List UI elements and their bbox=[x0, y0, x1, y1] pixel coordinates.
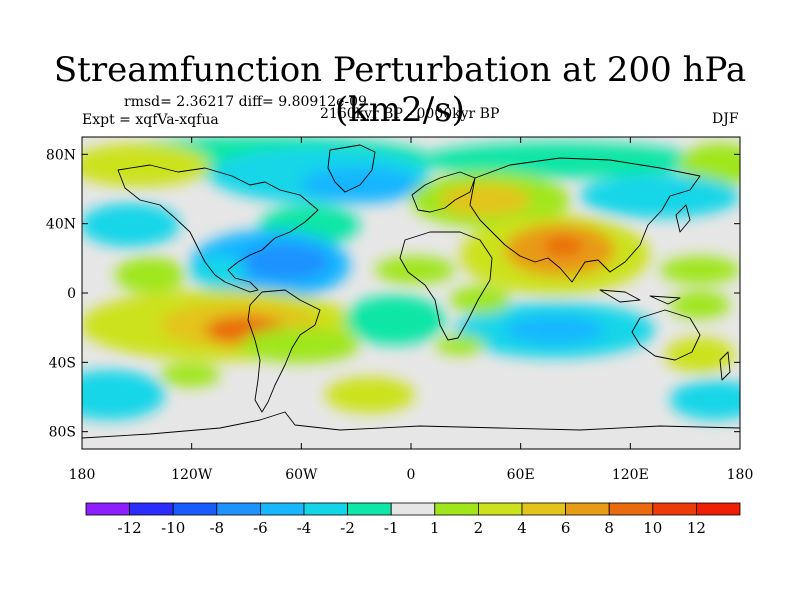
coast-north-america bbox=[117, 164, 319, 293]
colorbar-label: -2 bbox=[340, 519, 355, 537]
coast-australia bbox=[631, 309, 701, 361]
region-west-pacific-high bbox=[660, 256, 740, 284]
region-south-africa-high bbox=[435, 335, 485, 355]
colorbar-label: -4 bbox=[297, 519, 312, 537]
region-south-atlantic-low bbox=[345, 295, 445, 345]
colorbar-swatch bbox=[390, 502, 436, 516]
stats-line: rmsd= 2.36217 diff= 9.80912e-09 bbox=[124, 94, 367, 110]
region-mexico-low bbox=[190, 256, 246, 288]
region-tasman-high bbox=[665, 337, 735, 373]
colorbar-swatch bbox=[259, 502, 305, 516]
lon-tick-label: 120E bbox=[612, 467, 649, 483]
lon-tick-label: 60E bbox=[507, 467, 535, 483]
coast-europe bbox=[411, 171, 476, 213]
region-antarctic-low bbox=[670, 380, 740, 420]
colorbar-swatch bbox=[477, 502, 523, 516]
region-asia-high-core bbox=[543, 236, 583, 256]
colorbar-label: 12 bbox=[687, 519, 706, 537]
lon-tick-label: 60W bbox=[285, 467, 318, 483]
colorbar-swatch bbox=[85, 502, 130, 516]
colorbar-label: -1 bbox=[384, 519, 399, 537]
region-east-africa-high bbox=[450, 286, 510, 314]
region-east-pacific-high bbox=[115, 257, 185, 293]
region-south-pacific-high bbox=[670, 291, 730, 319]
region-north-africa-high bbox=[375, 256, 455, 284]
colorbar-label: 8 bbox=[604, 519, 614, 537]
colorbar-swatch bbox=[303, 502, 348, 516]
colorbar-label: 6 bbox=[561, 519, 571, 537]
colorbar-label: -6 bbox=[253, 519, 268, 537]
colorbar-swatch bbox=[608, 502, 654, 516]
region-japan-low bbox=[580, 174, 740, 218]
colorbar-label: 4 bbox=[517, 519, 527, 537]
coast-new-zealand bbox=[719, 351, 731, 381]
region-sa-south bbox=[240, 327, 360, 363]
colorbar-swatch bbox=[216, 502, 261, 516]
region-pacific-north bbox=[82, 143, 210, 187]
coast-greenland bbox=[327, 144, 376, 193]
coast-africa bbox=[399, 231, 493, 341]
experiment-line: Expt = xqfVa-xqfua bbox=[82, 112, 219, 128]
colorbar-label: -8 bbox=[209, 519, 224, 537]
colorbar-swatch bbox=[652, 502, 697, 516]
coastlines bbox=[82, 144, 740, 439]
coast-antarctica bbox=[82, 411, 740, 439]
region-far-east-north bbox=[680, 143, 740, 187]
colorbar-swatch bbox=[696, 502, 741, 516]
region-indian-ocean-core bbox=[505, 316, 605, 344]
colorbar-swatch bbox=[347, 502, 392, 516]
coast-south-america bbox=[247, 289, 321, 413]
lon-tick-label: 0 bbox=[407, 467, 416, 483]
lat-tick-label: 80S bbox=[49, 425, 76, 441]
region-arctic-band-east bbox=[420, 142, 700, 178]
region-pacific-low bbox=[82, 203, 180, 247]
lat-tick-label: 0 bbox=[67, 286, 76, 302]
coast-japan bbox=[675, 204, 691, 233]
colorbar-swatch bbox=[565, 502, 610, 516]
colorbar-swatch bbox=[172, 502, 218, 516]
colorbar-label: 10 bbox=[643, 519, 662, 537]
region-europe-high-core bbox=[440, 184, 530, 216]
lon-tick-label: 120W bbox=[171, 467, 213, 483]
contour-field bbox=[82, 137, 740, 449]
lat-tick-label: 40N bbox=[46, 217, 76, 233]
colorbar-swatch bbox=[521, 502, 566, 516]
colorbar-label: -10 bbox=[161, 519, 185, 537]
lon-tick-label: 180 bbox=[69, 467, 96, 483]
lat-tick-label: 80N bbox=[46, 147, 76, 163]
period-line: 2160kyr BP - 0000kyr BP bbox=[320, 106, 500, 122]
region-caribbean-low-core bbox=[240, 244, 330, 280]
map-title: Streamfunction Perturbation at 200 hPa (… bbox=[53, 50, 747, 130]
region-south-pacific-low bbox=[82, 370, 165, 420]
colorbar-label: 2 bbox=[474, 519, 484, 537]
colorbar-label: 1 bbox=[430, 519, 440, 537]
colorbar-swatch bbox=[434, 502, 479, 516]
colorbar: -12 -10 -8 -6 -4 -2 -1 1 2 4 6 8 10 12 bbox=[85, 502, 741, 537]
map-axes: 80N 40N 0 40S 80S 180 120W 60W 0 60E 120E 180 bbox=[46, 137, 753, 483]
lat-tick-label: 40S bbox=[49, 355, 76, 371]
colorbar-label: -12 bbox=[118, 519, 142, 537]
coast-maritime bbox=[599, 289, 681, 305]
lon-tick-label: 180 bbox=[727, 467, 754, 483]
season-label: DJF bbox=[712, 111, 739, 127]
region-southern-ocean-high-west bbox=[160, 363, 220, 387]
region-southern-ocean-high bbox=[325, 377, 415, 413]
colorbar-swatch bbox=[129, 502, 174, 516]
coast-asia bbox=[469, 157, 701, 283]
